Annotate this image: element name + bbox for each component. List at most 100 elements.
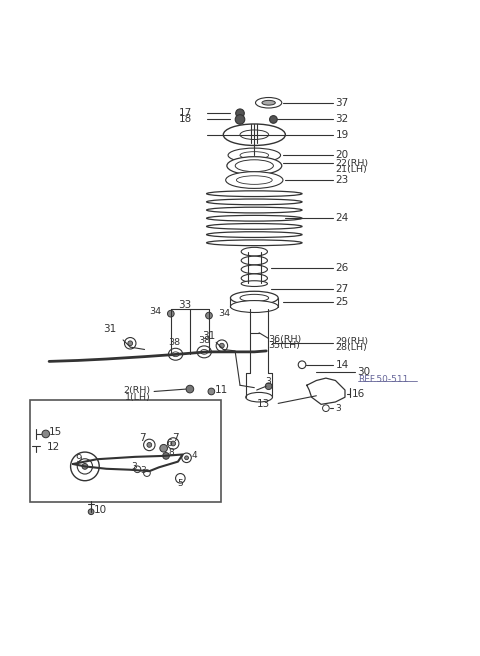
Circle shape bbox=[134, 466, 141, 472]
Circle shape bbox=[71, 452, 99, 481]
Circle shape bbox=[168, 310, 174, 317]
Text: 37: 37 bbox=[336, 98, 348, 108]
Circle shape bbox=[182, 453, 192, 462]
Ellipse shape bbox=[241, 265, 267, 274]
Ellipse shape bbox=[240, 152, 269, 159]
Ellipse shape bbox=[206, 199, 302, 205]
Circle shape bbox=[82, 464, 88, 469]
Circle shape bbox=[216, 340, 228, 352]
Circle shape bbox=[168, 438, 179, 449]
Text: 24: 24 bbox=[336, 213, 348, 223]
Text: 7: 7 bbox=[172, 433, 179, 443]
Text: 1(LH): 1(LH) bbox=[124, 393, 150, 402]
Circle shape bbox=[124, 338, 136, 349]
Ellipse shape bbox=[241, 256, 267, 265]
Ellipse shape bbox=[206, 232, 302, 237]
Text: 3: 3 bbox=[131, 462, 137, 471]
Text: 2(RH): 2(RH) bbox=[123, 386, 150, 396]
Text: 10: 10 bbox=[94, 505, 107, 516]
Text: 3: 3 bbox=[141, 466, 146, 475]
Text: 29(RH): 29(RH) bbox=[336, 337, 369, 346]
Ellipse shape bbox=[230, 300, 278, 312]
Text: 8: 8 bbox=[168, 447, 174, 457]
Circle shape bbox=[205, 312, 212, 319]
Circle shape bbox=[147, 443, 152, 447]
Circle shape bbox=[42, 430, 49, 438]
Circle shape bbox=[236, 109, 244, 117]
Circle shape bbox=[265, 383, 272, 390]
Circle shape bbox=[298, 361, 306, 369]
Text: 7: 7 bbox=[139, 433, 145, 443]
Ellipse shape bbox=[230, 291, 278, 304]
Ellipse shape bbox=[206, 240, 302, 245]
Text: REF.50-511: REF.50-511 bbox=[359, 375, 409, 384]
Circle shape bbox=[160, 445, 168, 452]
Text: 34: 34 bbox=[149, 307, 161, 316]
Text: 31: 31 bbox=[202, 331, 215, 341]
Ellipse shape bbox=[227, 157, 282, 174]
Text: 30: 30 bbox=[357, 367, 370, 377]
Text: 23: 23 bbox=[336, 175, 348, 185]
Text: 22(RH): 22(RH) bbox=[336, 159, 369, 168]
Circle shape bbox=[176, 474, 185, 483]
Text: 31: 31 bbox=[103, 324, 116, 334]
Text: 12: 12 bbox=[47, 442, 60, 452]
Text: 16: 16 bbox=[352, 389, 365, 399]
Circle shape bbox=[163, 453, 169, 459]
Text: 11: 11 bbox=[215, 385, 228, 395]
Ellipse shape bbox=[241, 274, 267, 283]
Ellipse shape bbox=[206, 207, 302, 213]
Circle shape bbox=[323, 405, 329, 411]
Text: 38: 38 bbox=[168, 338, 180, 347]
Text: 6: 6 bbox=[166, 439, 172, 448]
Ellipse shape bbox=[240, 295, 269, 302]
Ellipse shape bbox=[240, 130, 269, 140]
Text: 5: 5 bbox=[178, 479, 183, 487]
Text: 26: 26 bbox=[336, 263, 348, 274]
Text: 20: 20 bbox=[336, 150, 348, 160]
Circle shape bbox=[186, 385, 194, 393]
Text: 3: 3 bbox=[336, 403, 341, 413]
Circle shape bbox=[219, 343, 224, 348]
Text: 9: 9 bbox=[75, 454, 82, 464]
Text: 32: 32 bbox=[336, 114, 348, 125]
Text: 27: 27 bbox=[336, 284, 348, 295]
Ellipse shape bbox=[241, 247, 267, 256]
Ellipse shape bbox=[226, 172, 283, 188]
Ellipse shape bbox=[235, 160, 274, 172]
Text: 13: 13 bbox=[256, 400, 270, 409]
Text: 35(LH): 35(LH) bbox=[269, 341, 300, 350]
Circle shape bbox=[128, 341, 132, 346]
Circle shape bbox=[185, 456, 189, 460]
Text: 25: 25 bbox=[336, 297, 348, 307]
Ellipse shape bbox=[246, 392, 273, 402]
FancyBboxPatch shape bbox=[30, 400, 221, 502]
Circle shape bbox=[171, 441, 176, 446]
Circle shape bbox=[88, 509, 94, 514]
Text: 34: 34 bbox=[218, 309, 231, 318]
Text: 4: 4 bbox=[192, 451, 197, 461]
Circle shape bbox=[77, 459, 93, 474]
Circle shape bbox=[270, 115, 277, 123]
Circle shape bbox=[144, 440, 155, 451]
Ellipse shape bbox=[201, 350, 208, 354]
Circle shape bbox=[208, 388, 215, 395]
Ellipse shape bbox=[172, 352, 179, 357]
Ellipse shape bbox=[206, 191, 302, 197]
Text: 17: 17 bbox=[179, 108, 192, 118]
Text: 28(LH): 28(LH) bbox=[336, 342, 367, 352]
Text: 19: 19 bbox=[336, 130, 348, 140]
Ellipse shape bbox=[262, 100, 276, 105]
Text: 14: 14 bbox=[336, 359, 348, 370]
Ellipse shape bbox=[223, 124, 285, 146]
Text: 15: 15 bbox=[49, 427, 62, 437]
Ellipse shape bbox=[206, 224, 302, 230]
Ellipse shape bbox=[168, 348, 183, 360]
Text: 36(RH): 36(RH) bbox=[269, 335, 302, 344]
Text: 3: 3 bbox=[266, 377, 272, 386]
Circle shape bbox=[144, 470, 150, 476]
Text: 38: 38 bbox=[198, 337, 210, 346]
Ellipse shape bbox=[237, 176, 272, 184]
Ellipse shape bbox=[206, 215, 302, 221]
Text: 18: 18 bbox=[179, 114, 192, 125]
